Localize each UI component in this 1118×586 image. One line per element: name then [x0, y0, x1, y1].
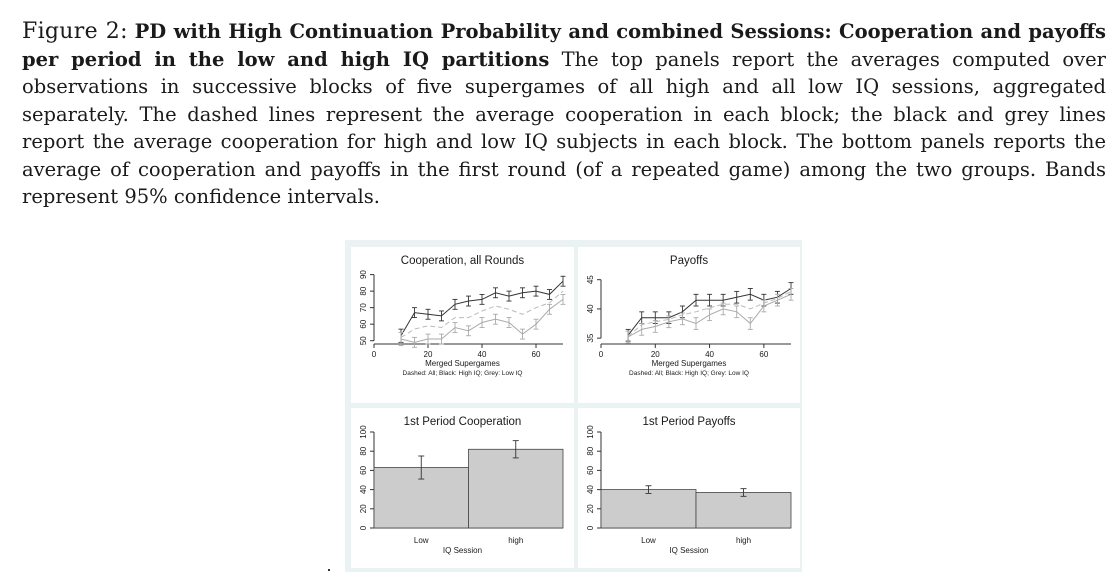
fpcoop-y-tick-label: 0 [359, 525, 368, 530]
fppay-category-label: high [736, 536, 751, 545]
fpcoop-bar-high [468, 448, 564, 529]
pay-x-tick-label: 60 [759, 350, 768, 359]
pay-panel-bg [578, 247, 800, 403]
fppay-y-tick-label: 20 [586, 504, 595, 513]
coop-x-tick-label: 0 [372, 350, 377, 359]
pay-series-all-line [627, 290, 792, 337]
fpcoop-category-label: Low [414, 536, 429, 545]
figure-title: PD with High Continuation Probability an… [22, 20, 1106, 71]
figure-svg: Cooperation, all Rounds 50 60 70 80 90 0 20 40 60… [351, 247, 800, 568]
coop-chart: Cooperation, all Rounds 50 60 70 80 90 0 20 40 60… [359, 255, 566, 377]
pay-note: Dashed: All; Black: High IQ; Grey: Low I… [629, 370, 749, 377]
pay-x-tick-label: 0 [599, 350, 604, 359]
coop-y-tick-label: 60 [359, 319, 368, 328]
fppay-y-tick-label: 80 [586, 446, 595, 455]
figure-label: Figure 2: [22, 19, 128, 44]
fpcoop-title: 1st Period Cooperation [404, 416, 522, 428]
pay-x-tick-label: 40 [705, 350, 714, 359]
fpcoop-category-label: high [508, 536, 523, 545]
coop-series-all-line [400, 290, 564, 338]
fpcoop-y-tick-label: 40 [359, 485, 368, 494]
fppay-x-label: IQ Session [669, 546, 708, 555]
figure-body: The top panels report the averages compu… [22, 47, 1107, 209]
fppay-panel-bg [578, 408, 800, 568]
coop-panel-bg [351, 247, 574, 403]
fpcoop-y-tick-label: 60 [359, 465, 368, 474]
coop-y-tick-label: 70 [359, 303, 368, 312]
fppay-y-tick-label: 100 [586, 425, 595, 439]
coop-note: Dashed: All; Black: High IQ; Grey: Low I… [403, 370, 523, 377]
pay-title: Payoffs [670, 255, 708, 267]
pay-y-tick-label: 45 [586, 275, 595, 284]
figure-caption: Figure 2: PD with High Continuation Prob… [22, 18, 1106, 211]
stray-dot [328, 569, 330, 571]
fppay-bar-high [695, 492, 792, 529]
figure-panel: Cooperation, all Rounds 50 60 70 80 90 0 20 40 60… [345, 240, 802, 572]
fppay-title: 1st Period Payoffs [642, 416, 735, 428]
coop-x-tick-label: 20 [424, 350, 433, 359]
pay-y-tick-label: 35 [586, 333, 595, 342]
coop-title: Cooperation, all Rounds [401, 255, 525, 267]
pay-chart: Payoffs 35 40 45 0 20 40 60 Merged Supergames Das… [586, 255, 794, 377]
pay-x-tick-label: 20 [651, 350, 660, 359]
coop-x-tick-label: 60 [532, 350, 541, 359]
pay-y-tick-label: 40 [586, 304, 595, 313]
coop-y-tick-label: 80 [359, 286, 368, 295]
fpcoop-x-label: IQ Session [443, 546, 482, 555]
coop-x-label: Merged Supergames [425, 359, 500, 368]
fppay-y-tick-label: 40 [586, 485, 595, 494]
fppay-bar-low [600, 489, 697, 529]
fppay-category-label: Low [641, 536, 656, 545]
coop-y-tick-label: 90 [359, 270, 368, 279]
fppay-y-tick-label: 0 [586, 525, 595, 530]
fppay-chart: 1st Period Payoffs 0 20 40 60 80 100 Low high IQ … [586, 416, 792, 555]
fppay-y-tick-label: 60 [586, 465, 595, 474]
fpcoop-chart: 1st Period Cooperation 0 20 40 60 80 100 Low hig… [359, 416, 564, 555]
coop-y-tick-label: 50 [359, 336, 368, 345]
pay-x-label: Merged Supergames [652, 359, 727, 368]
fpcoop-y-tick-label: 20 [359, 504, 368, 513]
coop-x-tick-label: 40 [478, 350, 487, 359]
fpcoop-y-tick-label: 100 [359, 425, 368, 439]
fpcoop-y-tick-label: 80 [359, 446, 368, 455]
